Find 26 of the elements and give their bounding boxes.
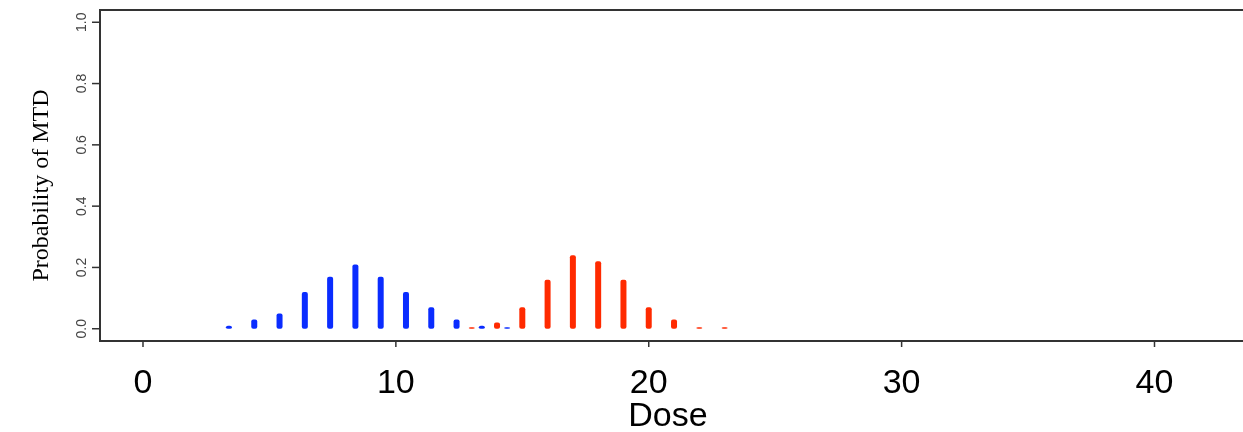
bar [402,291,409,329]
y-tick-label: 0.6 [73,134,89,155]
bar [428,307,435,329]
bar [301,291,308,329]
x-tick-label: 40 [1135,362,1174,400]
bar [569,255,576,329]
bar [352,264,359,329]
x-tick-label: 0 [133,362,153,400]
x-tick-label: 30 [882,362,921,400]
y-tick-label: 0.4 [73,196,89,216]
y-tick-label: 0.2 [73,257,89,278]
bar [544,279,551,329]
bar [377,276,384,329]
bar [494,322,501,329]
y-tick-label: 0.0 [73,318,89,339]
bar [519,307,526,329]
bar [327,276,334,329]
y-axis-title: Probability of MTD [27,89,53,282]
y-tick-label: 1.0 [73,12,89,32]
bar [276,313,283,329]
bar [671,319,678,329]
bar [620,279,627,329]
x-tick-label: 10 [376,362,415,400]
y-tick-label: 0.8 [73,73,89,94]
bar [645,307,652,329]
bar [595,261,602,329]
